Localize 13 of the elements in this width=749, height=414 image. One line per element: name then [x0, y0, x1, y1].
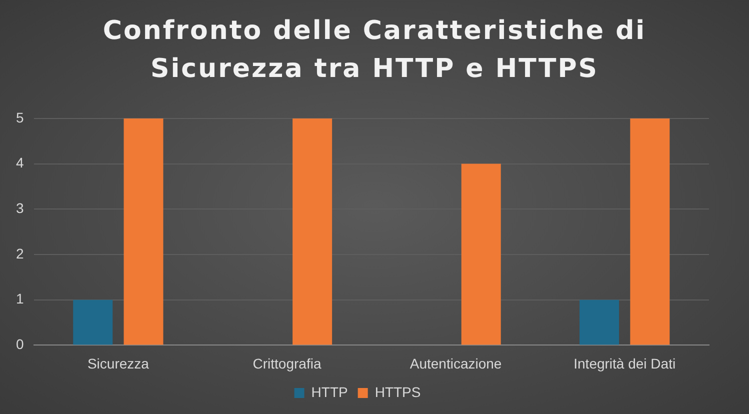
x-tick-label: Integrità dei Dati — [574, 355, 676, 372]
chart-title: Confronto delle Caratteristiche di Sicurezza tra HTTP e HTTPS — [102, 15, 648, 86]
y-tick-label: 4 — [16, 154, 24, 171]
x-tick-label: Autenticazione — [410, 355, 502, 372]
y-tick-label: 5 — [16, 109, 24, 126]
y-tick-label: 2 — [16, 245, 24, 262]
y-tick-label: 0 — [16, 336, 24, 352]
x-tick-label: Crittografia — [252, 355, 322, 372]
legend-label: HTTP — [311, 384, 348, 400]
y-tick-label: 3 — [16, 200, 24, 216]
legend-label: HTTPS — [374, 384, 421, 400]
x-tick-label: Sicurezza — [87, 355, 150, 372]
y-tick-label: 1 — [16, 290, 24, 307]
